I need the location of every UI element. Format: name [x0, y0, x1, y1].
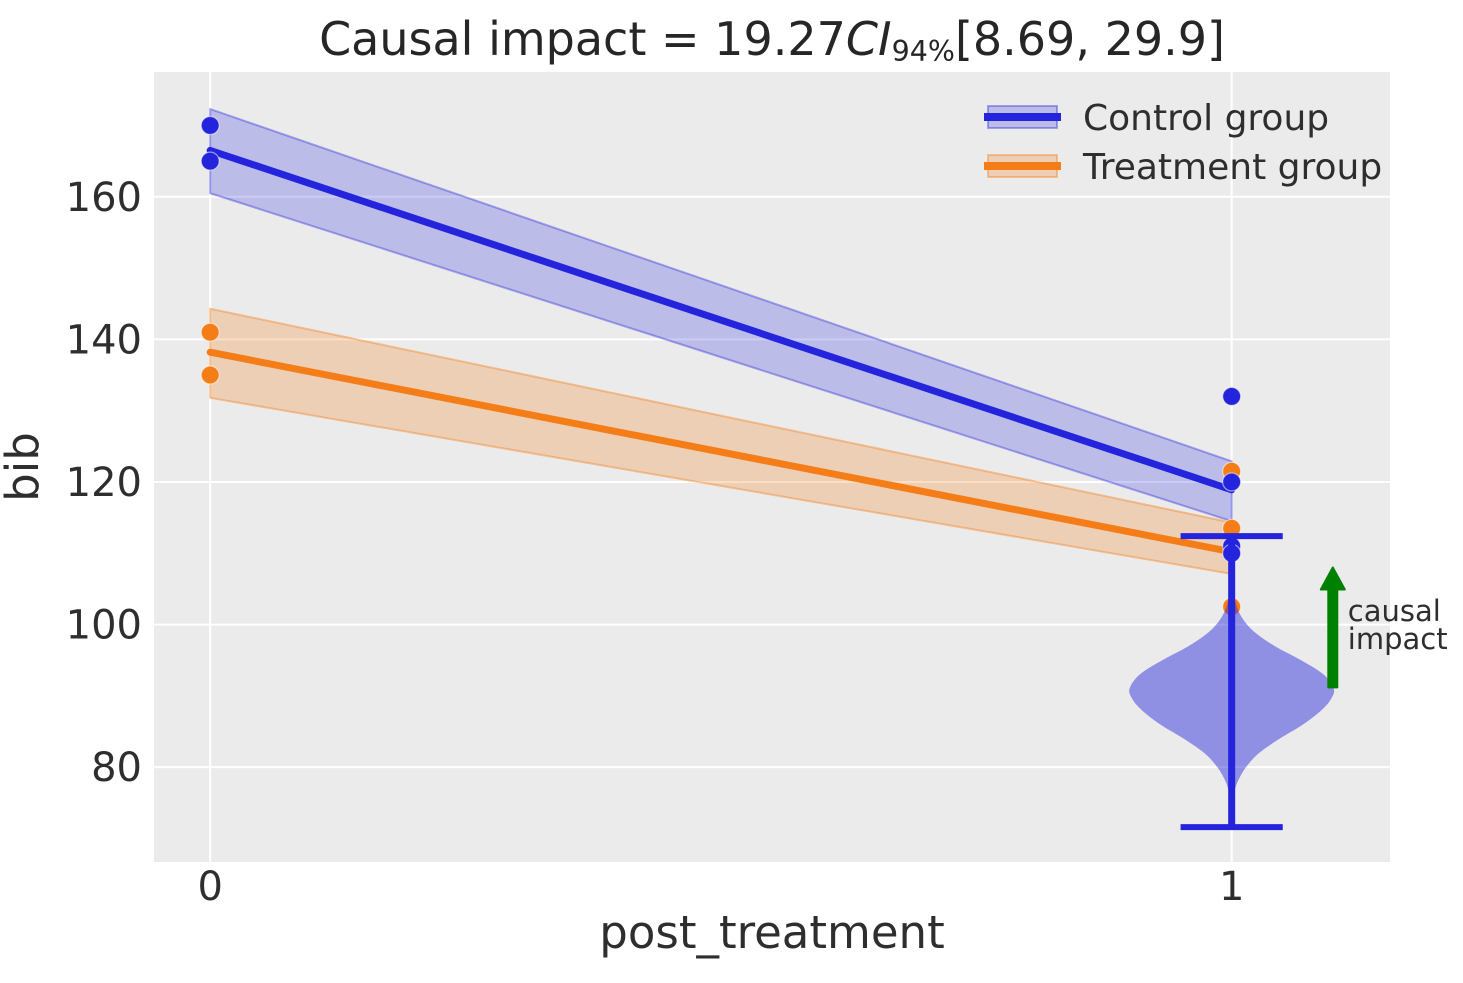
- chart-title: Causal impact = 19.27CI94%[8.69, 29.9]: [154, 12, 1390, 69]
- causal-impact-arrow-icon: [1319, 566, 1346, 689]
- data-point: [200, 115, 220, 136]
- x-tick-label: 0: [197, 864, 222, 910]
- data-point: [1222, 472, 1242, 492]
- y-axis-label: bib: [0, 432, 49, 502]
- legend-label: Treatment group: [1082, 147, 1382, 188]
- title-prefix: Causal impact = 19.27: [319, 12, 846, 66]
- data-point: [200, 151, 220, 171]
- y-tick-label: 140: [66, 317, 142, 363]
- data-point: [200, 365, 220, 385]
- scatter-points: [200, 115, 1242, 617]
- title-ci-level-subscript: 94%: [891, 35, 955, 69]
- y-tick-label: 120: [66, 460, 142, 506]
- title-ci-symbol: CI: [845, 12, 892, 66]
- legend-label: Control group: [1083, 98, 1329, 139]
- causal-impact-annotation: causal: [1348, 594, 1441, 628]
- data-point: [200, 322, 220, 342]
- y-tick-label: 160: [66, 175, 142, 221]
- y-tick-label: 80: [91, 745, 142, 791]
- regression-lines: [206, 146, 1236, 556]
- data-point: [1222, 386, 1242, 407]
- legend: Control group Treatment group: [984, 98, 1382, 188]
- axis-ticks: 80 100 120 140 160 0 1: [66, 175, 1245, 910]
- regression-line: [206, 146, 1236, 494]
- causal-impact-annotation: impact: [1348, 622, 1448, 656]
- counterfactual-violin: [1129, 533, 1335, 831]
- y-tick-label: 100: [66, 603, 142, 649]
- x-axis-label: post_treatment: [599, 906, 944, 959]
- x-tick-label: 1: [1219, 864, 1244, 910]
- title-interval: [8.69, 29.9]: [954, 12, 1225, 66]
- regression-line: [206, 348, 1236, 556]
